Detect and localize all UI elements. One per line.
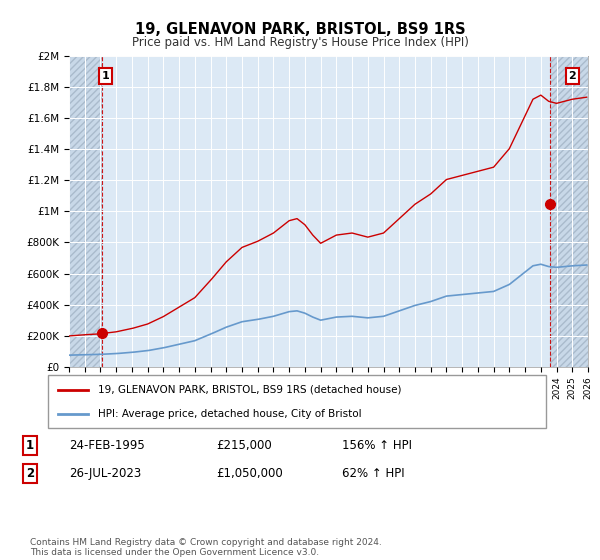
Text: Contains HM Land Registry data © Crown copyright and database right 2024.
This d: Contains HM Land Registry data © Crown c… [30, 538, 382, 557]
Text: HPI: Average price, detached house, City of Bristol: HPI: Average price, detached house, City… [98, 409, 361, 419]
Text: 24-FEB-1995: 24-FEB-1995 [69, 438, 145, 452]
Text: 19, GLENAVON PARK, BRISTOL, BS9 1RS: 19, GLENAVON PARK, BRISTOL, BS9 1RS [134, 22, 466, 38]
Text: £215,000: £215,000 [216, 438, 272, 452]
Text: 2: 2 [568, 71, 576, 81]
Text: 26-JUL-2023: 26-JUL-2023 [69, 466, 141, 480]
Text: 1: 1 [101, 71, 109, 81]
Bar [550, 56, 588, 367]
Text: Price paid vs. HM Land Registry's House Price Index (HPI): Price paid vs. HM Land Registry's House … [131, 36, 469, 49]
Bar [69, 56, 103, 367]
Text: 156% ↑ HPI: 156% ↑ HPI [342, 438, 412, 452]
FancyBboxPatch shape [48, 375, 546, 428]
Text: 19, GLENAVON PARK, BRISTOL, BS9 1RS (detached house): 19, GLENAVON PARK, BRISTOL, BS9 1RS (det… [98, 385, 401, 395]
Text: £1,050,000: £1,050,000 [216, 466, 283, 480]
Text: 62% ↑ HPI: 62% ↑ HPI [342, 466, 404, 480]
Text: 1: 1 [26, 438, 34, 452]
Text: 2: 2 [26, 466, 34, 480]
